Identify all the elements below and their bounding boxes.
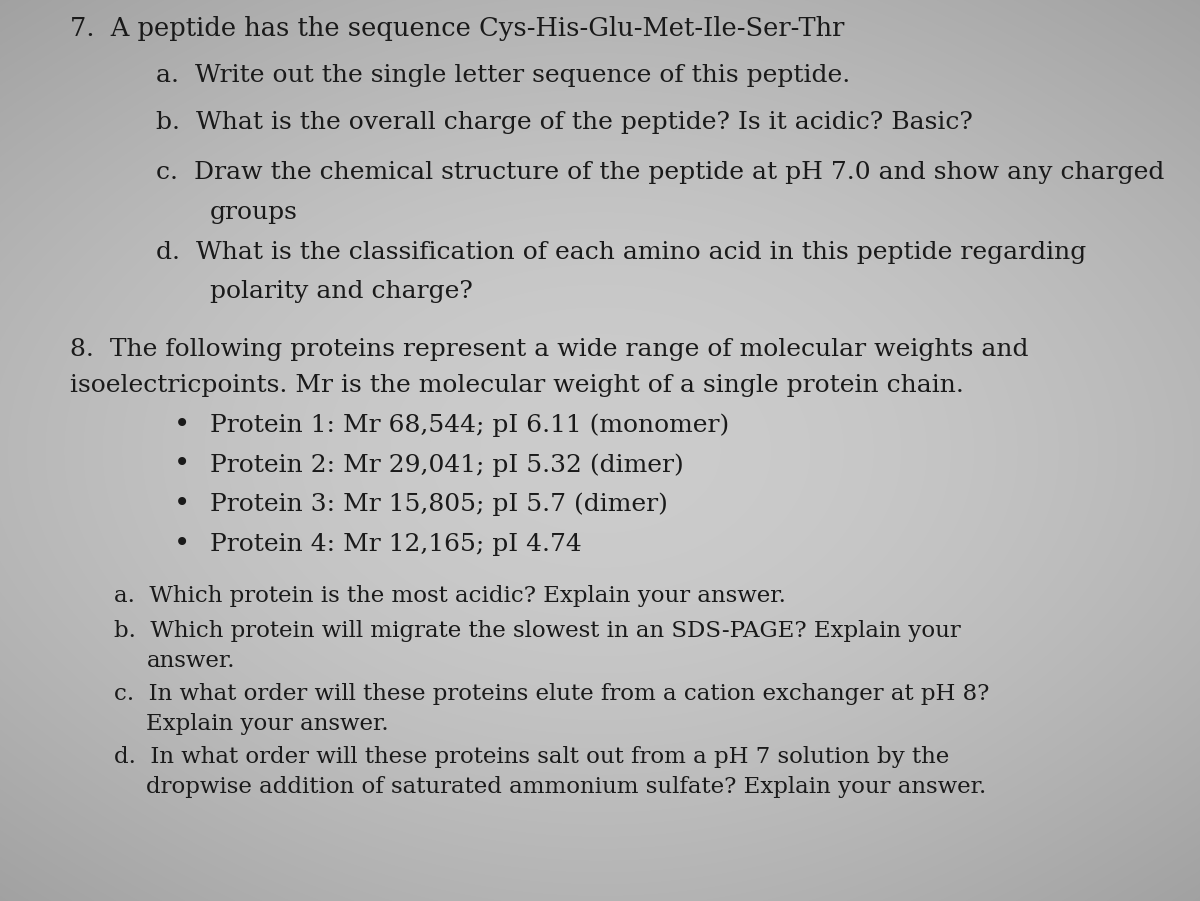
Text: 7.  A peptide has the sequence Cys-His-Glu-Met-Ile-Ser-Thr: 7. A peptide has the sequence Cys-His-Gl…	[70, 16, 844, 41]
Text: •: •	[174, 491, 191, 518]
Text: •: •	[174, 412, 191, 439]
Text: a.  Write out the single letter sequence of this peptide.: a. Write out the single letter sequence …	[156, 64, 851, 87]
Text: 8.  The following proteins represent a wide range of molecular weights and: 8. The following proteins represent a wi…	[70, 338, 1028, 361]
Text: dropwise addition of saturated ammonium sulfate? Explain your answer.: dropwise addition of saturated ammonium …	[146, 777, 986, 798]
Text: groups: groups	[210, 201, 298, 224]
Text: Explain your answer.: Explain your answer.	[146, 714, 389, 735]
Text: b.  Which protein will migrate the slowest in an SDS-PAGE? Explain your: b. Which protein will migrate the slowes…	[114, 620, 961, 642]
Text: Protein 3: Mr 15,805; pI 5.7 (dimer): Protein 3: Mr 15,805; pI 5.7 (dimer)	[210, 493, 668, 516]
Text: d.  In what order will these proteins salt out from a pH 7 solution by the: d. In what order will these proteins sal…	[114, 746, 949, 768]
Text: •: •	[174, 531, 191, 558]
Text: d.  What is the classification of each amino acid in this peptide regarding: d. What is the classification of each am…	[156, 241, 1086, 264]
Text: b.  What is the overall charge of the peptide? Is it acidic? Basic?: b. What is the overall charge of the pep…	[156, 111, 973, 134]
Text: Protein 4: Mr 12,165; pI 4.74: Protein 4: Mr 12,165; pI 4.74	[210, 532, 582, 556]
Text: Protein 1: Mr 68,544; pI 6.11 (monomer): Protein 1: Mr 68,544; pI 6.11 (monomer)	[210, 414, 730, 437]
Text: polarity and charge?: polarity and charge?	[210, 280, 473, 304]
Text: •: •	[174, 451, 191, 478]
Text: answer.: answer.	[146, 651, 235, 672]
Text: isoelectricpoints. Mr is the molecular weight of a single protein chain.: isoelectricpoints. Mr is the molecular w…	[70, 374, 964, 397]
Text: a.  Which protein is the most acidic? Explain your answer.: a. Which protein is the most acidic? Exp…	[114, 586, 786, 607]
Text: c.  In what order will these proteins elute from a cation exchanger at pH 8?: c. In what order will these proteins elu…	[114, 683, 989, 705]
Text: Protein 2: Mr 29,041; pI 5.32 (dimer): Protein 2: Mr 29,041; pI 5.32 (dimer)	[210, 453, 684, 477]
Text: c.  Draw the chemical structure of the peptide at pH 7.0 and show any charged: c. Draw the chemical structure of the pe…	[156, 161, 1164, 185]
